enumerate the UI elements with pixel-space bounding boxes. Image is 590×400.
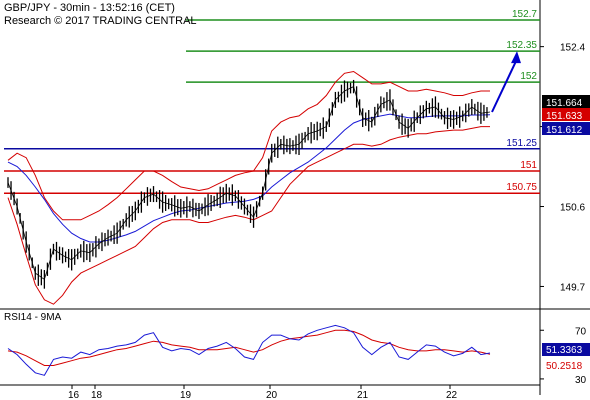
- price-tag-label: 151.612: [546, 125, 583, 136]
- price-tag-label: 151.633: [546, 111, 583, 122]
- price-line: [7, 86, 491, 281]
- chart-title: GBP/JPY - 30min - 13:52:16 (CET): [4, 2, 175, 14]
- time-tick-label: 21: [357, 390, 369, 400]
- price-tick-label: 152.4: [560, 43, 585, 54]
- time-tick-label: 18: [91, 390, 103, 400]
- band-upper-line: [7, 70, 490, 221]
- rsi-line: [7, 324, 491, 376]
- rsi-tick-label: 30: [575, 375, 587, 386]
- band-lower-line: [7, 126, 490, 305]
- price-tag-box: [542, 122, 590, 135]
- time-tick-label: 22: [446, 390, 458, 400]
- rsi-panel-title: RSI14 - 9MA: [4, 312, 62, 323]
- rsi-ma-value-label: 50.2518: [546, 361, 583, 372]
- chart-copyright: Research © 2017 TRADING CENTRAL: [4, 15, 197, 27]
- moving-average-line: [7, 113, 491, 243]
- rsi-tick-label: 70: [575, 326, 587, 337]
- rsi-value-label: 51.3363: [546, 345, 583, 356]
- time-tick-label: 16: [68, 390, 80, 400]
- forecast-arrow-head: [511, 51, 521, 64]
- price-tick-label: 150.6: [560, 203, 585, 214]
- price-tag-box: [542, 108, 590, 121]
- time-tick-label: 20: [266, 390, 278, 400]
- price-tag-box: [542, 95, 590, 108]
- level-label: 151: [520, 160, 537, 171]
- level-label: 152: [520, 71, 537, 82]
- rsi-value-box: [542, 343, 590, 356]
- level-label: 152.7: [512, 9, 537, 20]
- level-label: 152.35: [506, 40, 537, 51]
- level-label: 151.25: [506, 138, 537, 149]
- forecast-arrow-line: [491, 58, 518, 113]
- level-label: 150.75: [506, 182, 537, 193]
- rsi-ma-line: [7, 329, 491, 366]
- price-tag-label: 151.664: [546, 98, 583, 109]
- time-tick-label: 19: [180, 390, 192, 400]
- price-tick-label: 149.7: [560, 282, 585, 293]
